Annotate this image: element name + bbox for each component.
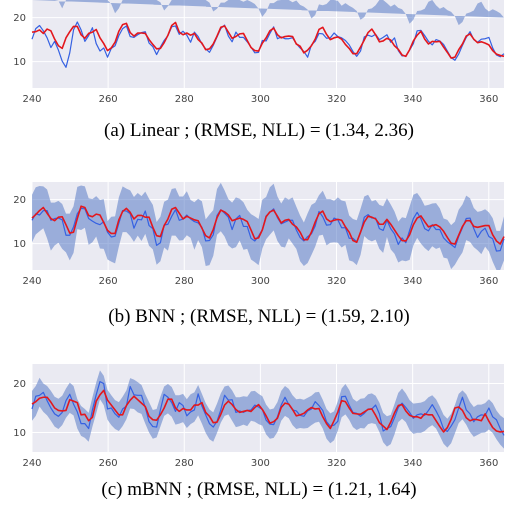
caption: (c) mBNN ; (RMSE, NLL) = (1.21, 1.64) — [101, 479, 416, 500]
y-tick-label: 20 — [13, 13, 26, 24]
x-tick-label: 260 — [99, 94, 118, 105]
x-tick-label: 300 — [251, 94, 270, 105]
uncertainty-band — [32, 182, 504, 270]
y-tick-label: 20 — [13, 195, 26, 206]
x-tick-label: 360 — [479, 94, 498, 105]
x-tick-label: 340 — [403, 458, 422, 469]
series-line-blue — [31, 21, 505, 68]
x-tick-label: 320 — [327, 458, 346, 469]
panel-b: 240 260 280 300 320 340 360 10 20 (b) BNN ; (RMS… — [13, 182, 505, 327]
y-tick-label: 20 — [13, 379, 26, 390]
x-tick-label: 280 — [175, 94, 194, 105]
caption: (a) Linear ; (RMSE, NLL) = (1.34, 2.36) — [104, 120, 414, 141]
panel-a: 240 260 280 300 320 340 360 10 20 (a) Linear ; (… — [13, 0, 505, 141]
series-line-red — [31, 21, 505, 59]
y-tick-label: 10 — [13, 57, 26, 68]
x-tick-label: 240 — [22, 94, 41, 105]
x-tick-label: 360 — [479, 458, 498, 469]
y-tick-label: 10 — [13, 239, 26, 250]
x-tick-label: 320 — [327, 94, 346, 105]
x-tick-label: 340 — [403, 276, 422, 287]
y-tick-label: 10 — [13, 428, 26, 439]
caption: (b) BNN ; (RMSE, NLL) = (1.59, 2.10) — [108, 306, 410, 327]
panel-c: 240 260 280 300 320 340 360 10 20 (c) mBNN ; (RM… — [13, 364, 505, 500]
x-tick-label: 300 — [251, 276, 270, 287]
x-tick-label: 280 — [175, 458, 194, 469]
series-line-red — [31, 389, 505, 433]
x-tick-label: 360 — [479, 276, 498, 287]
uncertainty-band — [32, 0, 504, 26]
series-line-red — [31, 205, 505, 245]
x-tick-label: 240 — [22, 276, 41, 287]
x-tick-label: 260 — [99, 458, 118, 469]
x-tick-label: 320 — [327, 276, 346, 287]
x-tick-label: 260 — [99, 276, 118, 287]
x-tick-label: 280 — [175, 276, 194, 287]
x-tick-label: 240 — [22, 458, 41, 469]
x-tick-label: 300 — [251, 458, 270, 469]
x-tick-label: 340 — [403, 94, 422, 105]
